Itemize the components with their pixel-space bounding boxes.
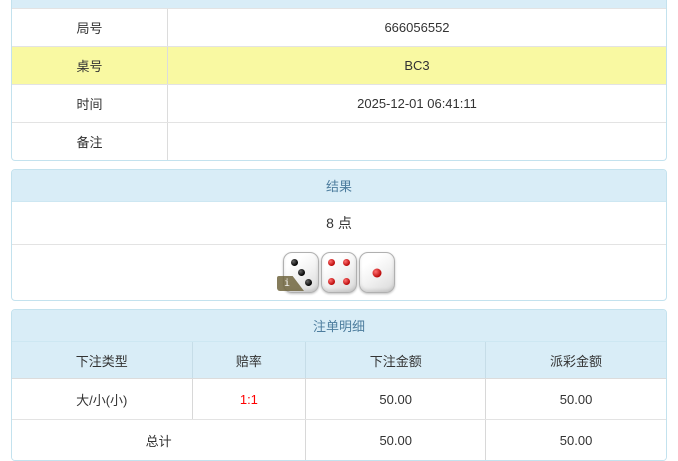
- odds-cell: 1:1: [193, 379, 307, 419]
- col-header-bet-amount: 下注金额: [306, 342, 487, 378]
- total-bet-amount: 50.00: [306, 420, 487, 460]
- info-row-table-number: 桌号 BC3: [12, 46, 666, 84]
- die-pip: [305, 279, 312, 286]
- die-pip: [343, 259, 350, 266]
- die-pip: [343, 278, 350, 285]
- die-value-3: i: [277, 252, 319, 293]
- game-info-table: 局号 666056552 桌号 BC3 时间 2025-12-01 06:41:…: [11, 0, 667, 161]
- payout-amount-cell: 50.00: [559, 391, 593, 407]
- info-row-game-number: 局号 666056552: [12, 8, 666, 46]
- info-badge-icon[interactable]: i: [277, 276, 304, 291]
- bet-details-title: 注单明细: [12, 310, 666, 342]
- col-header-bet-type: 下注类型: [12, 342, 193, 378]
- time-label: 时间: [12, 85, 168, 122]
- total-payout-amount: 50.00: [559, 432, 593, 448]
- bet-details-panel: 注单明细 下注类型 赔率 下注金额 派彩金额 大/小(小) 1:1 50.00 …: [11, 309, 667, 461]
- game-number-value: 666056552: [384, 20, 450, 35]
- info-row-time: 时间 2025-12-01 06:41:11: [12, 84, 666, 122]
- result-points: 8 点: [12, 202, 666, 245]
- die-pip: [328, 278, 335, 285]
- col-header-payout-amount: 派彩金额: [550, 353, 603, 369]
- total-label-cell: 总计: [12, 420, 307, 460]
- dice-result: i: [12, 245, 666, 300]
- info-table-header-strip: [12, 0, 666, 8]
- bet-type-cell: 大/小(小): [12, 379, 193, 419]
- die-value-1: [359, 252, 395, 293]
- bet-amount-cell: 50.00: [306, 379, 487, 419]
- die-pip: [291, 259, 298, 266]
- time-value: 2025-12-01 06:41:11: [357, 96, 477, 111]
- die-value-4: [321, 252, 357, 293]
- table-number-label: 桌号: [12, 47, 168, 84]
- col-header-odds: 赔率: [193, 342, 307, 378]
- bet-table-total-row: 总计 50.00 50.00: [12, 420, 666, 460]
- remark-value: [168, 123, 666, 160]
- bet-table-row: 大/小(小) 1:1 50.00 50.00: [12, 379, 666, 420]
- result-panel-title: 结果: [12, 170, 666, 202]
- die-pip: [328, 259, 335, 266]
- result-panel: 结果 8 点 i: [11, 169, 667, 301]
- remark-label: 备注: [12, 123, 168, 160]
- game-number-label: 局号: [12, 9, 168, 46]
- table-number-value: BC3: [404, 58, 430, 73]
- info-row-remark: 备注: [12, 122, 666, 160]
- die-pip: [372, 268, 382, 277]
- bet-table-header-row: 下注类型 赔率 下注金额 派彩金额: [12, 342, 666, 379]
- die-pip: [298, 269, 305, 276]
